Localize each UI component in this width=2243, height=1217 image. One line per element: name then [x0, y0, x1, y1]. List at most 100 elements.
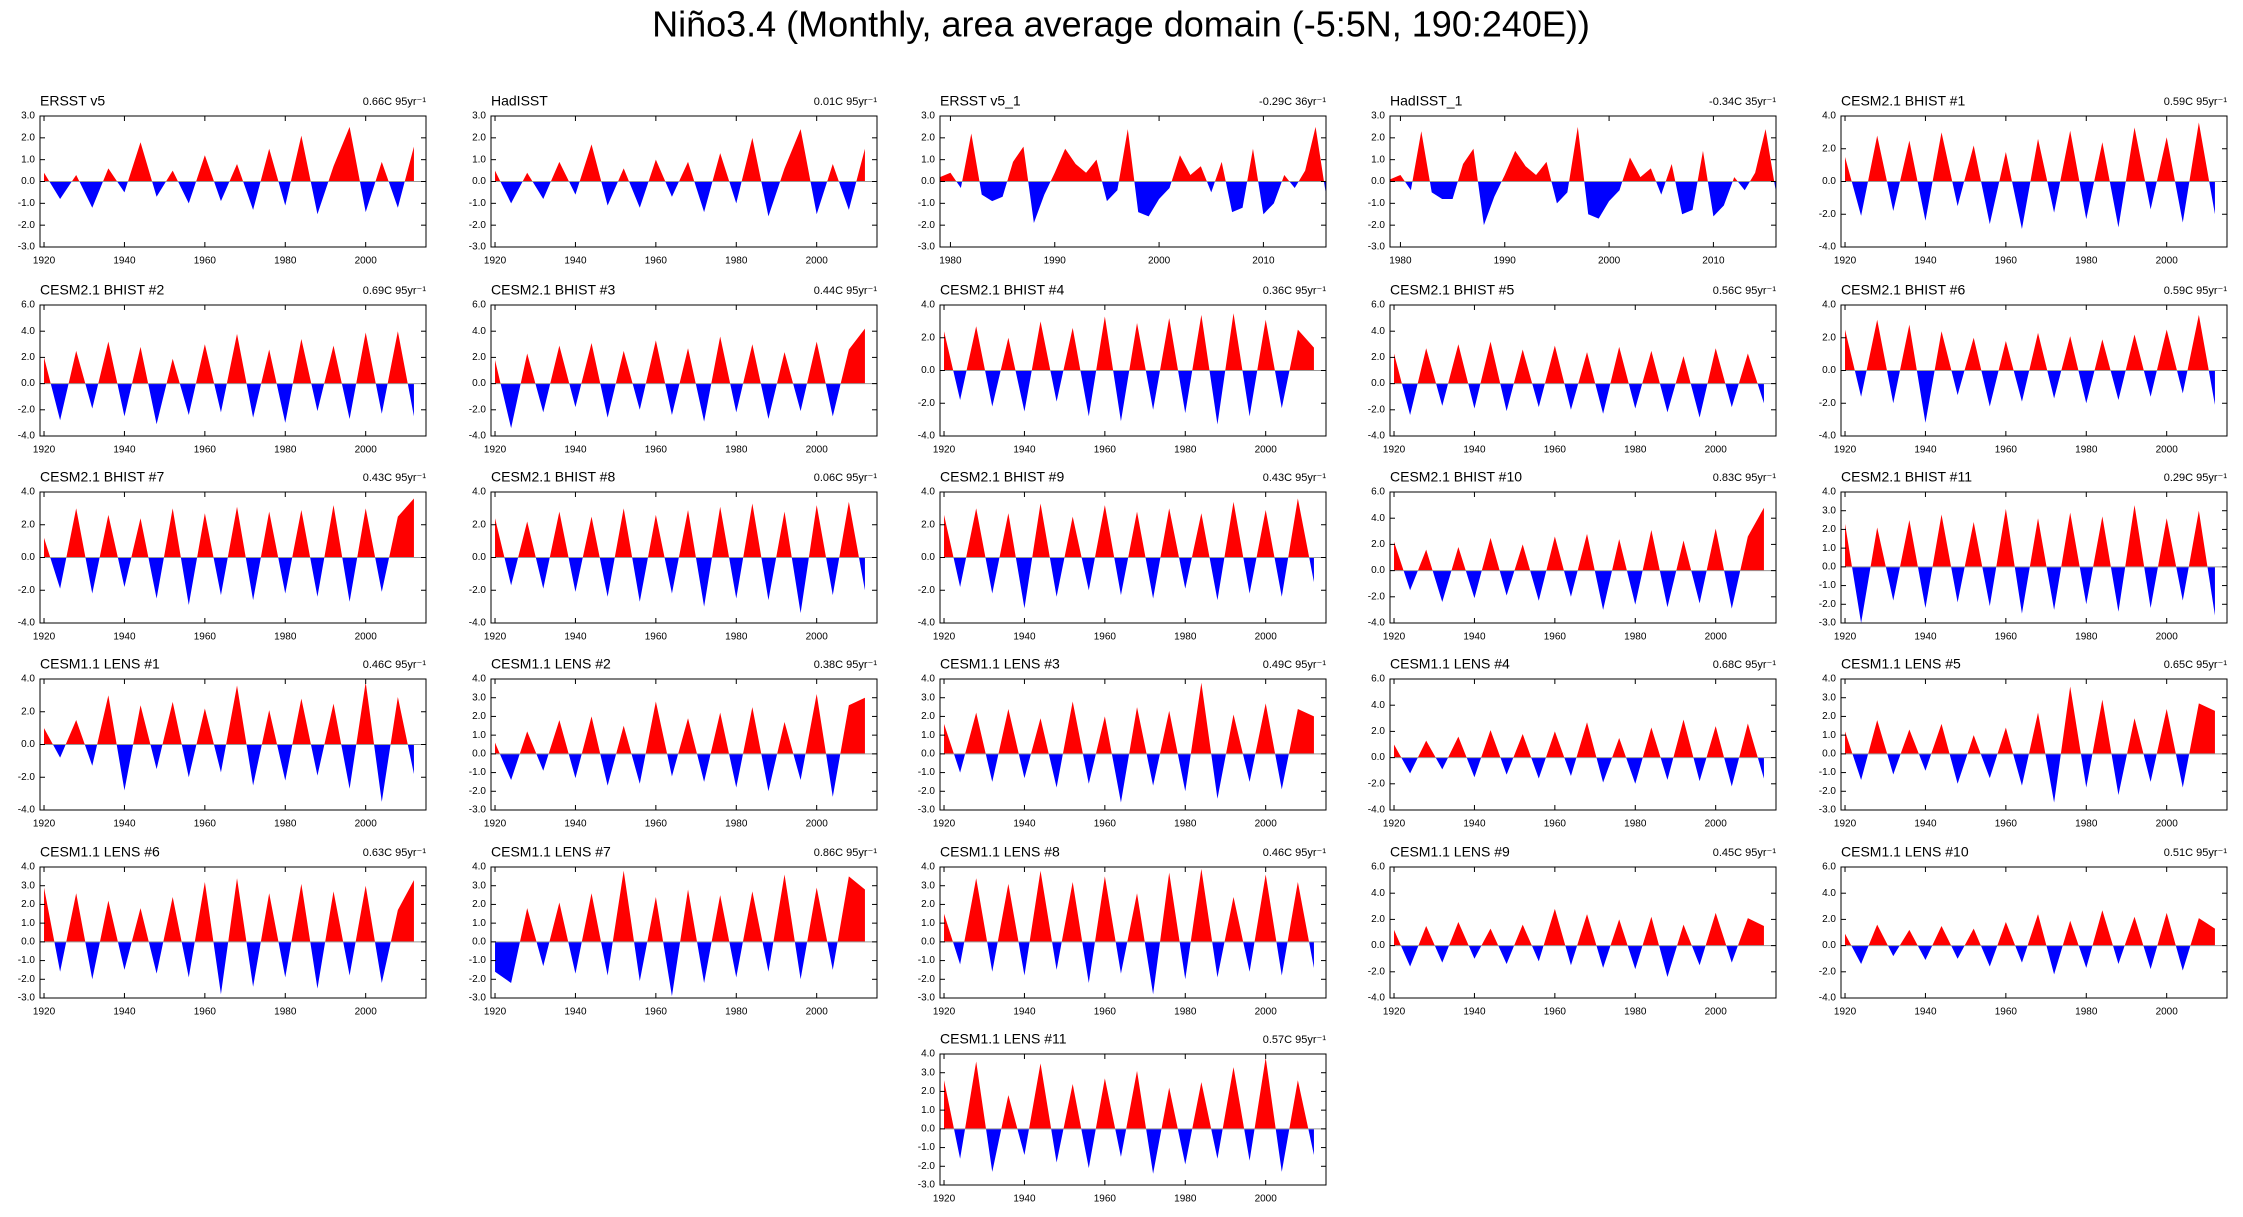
y-tick-label: 0.0: [472, 378, 486, 389]
x-tick-label: 1960: [194, 445, 217, 456]
x-tick-label: 2000: [355, 445, 378, 456]
x-tick-label: 1980: [274, 819, 297, 830]
y-tick-label: -1.0: [918, 198, 936, 209]
y-tick-label: 2.0: [1822, 332, 1836, 343]
y-tick-label: -2.0: [1819, 209, 1837, 220]
x-tick-label: 1980: [1174, 819, 1197, 830]
panel-title: CESM2.1 BHIST #11: [1841, 469, 1972, 485]
y-tick-label: -3.0: [918, 805, 936, 816]
area-below: [952, 941, 1314, 995]
y-tick-label: 0.0: [472, 748, 486, 759]
y-tick-label: -1.0: [918, 955, 936, 966]
y-tick-label: 0.0: [472, 552, 486, 563]
x-tick-label: 1920: [1834, 819, 1857, 830]
y-tick-label: -2.0: [469, 786, 487, 797]
x-tick-label: 1960: [1995, 1007, 2018, 1018]
y-tick-label: 1.0: [921, 918, 935, 929]
y-tick-label: -2.0: [18, 404, 36, 415]
area-below: [944, 1128, 1314, 1174]
x-tick-label: 1980: [725, 819, 748, 830]
y-tick-label: 6.0: [1371, 862, 1385, 873]
x-tick-label: 1940: [1463, 445, 1486, 456]
panel-annotation: 0.01C 95yr⁻¹: [814, 96, 878, 108]
y-tick-label: 4.0: [921, 300, 935, 311]
y-tick-label: 6.0: [1371, 487, 1385, 498]
area-above: [44, 682, 414, 745]
x-tick-label: 1940: [564, 256, 587, 267]
y-tick-label: -2.0: [1368, 220, 1386, 231]
y-tick-label: 3.0: [921, 692, 935, 703]
frame: [1389, 678, 1777, 811]
panel-title: CESM2.1 BHIST #4: [940, 282, 1064, 298]
area-above: [1394, 908, 1764, 946]
panel-title: CESM1.1 LENS #7: [491, 844, 611, 860]
y-tick-label: 0.0: [21, 936, 35, 947]
panel-title: CESM1.1 LENS #8: [940, 844, 1060, 860]
frame: [1840, 678, 2228, 811]
x-tick-label: 2000: [806, 445, 829, 456]
x-tick-label: 1980: [1174, 1007, 1197, 1018]
x-tick-label: 1920: [1383, 1007, 1406, 1018]
x-tick-label: 1980: [274, 256, 297, 267]
y-tick-label: 2.0: [21, 706, 35, 717]
x-tick-label: 1940: [1013, 1007, 1036, 1018]
area-below: [1390, 181, 1776, 226]
y-tick-label: -1.0: [1819, 767, 1837, 778]
panel-annotation: -0.34C 35yr⁻¹: [1709, 96, 1776, 108]
area-below: [1394, 570, 1764, 610]
panel-annotation: 0.45C 95yr⁻¹: [1713, 847, 1777, 859]
y-tick-label: 2.0: [472, 899, 486, 910]
area-above: [940, 126, 1326, 182]
panel-annotation: 0.59C 95yr⁻¹: [2164, 285, 2228, 297]
area-below: [44, 181, 414, 215]
frame: [1389, 491, 1777, 624]
y-tick-label: 4.0: [21, 862, 35, 873]
panel: CESM2.1 BHIST #5 0.56C 95yr⁻¹ -4.0 -2.0 0.0 2…: [1368, 282, 1777, 456]
x-tick-label: 1940: [1013, 819, 1036, 830]
y-tick-label: 6.0: [472, 300, 486, 311]
x-tick-label: 2000: [355, 632, 378, 643]
x-tick-label: 1980: [1174, 445, 1197, 456]
panel-title: ERSST v5: [40, 93, 105, 109]
x-tick-label: 2000: [1255, 632, 1278, 643]
panel: CESM1.1 LENS #10 0.51C 95yr⁻¹ -4.0 -2.0 0.0 2…: [1819, 844, 2228, 1018]
y-tick-label: -4.0: [1368, 431, 1386, 442]
x-tick-label: 1960: [1544, 1007, 1567, 1018]
area-above: [44, 126, 414, 182]
x-tick-label: 2000: [355, 1007, 378, 1018]
area-above: [44, 498, 414, 558]
x-tick-label: 2000: [1705, 632, 1728, 643]
y-tick-label: 4.0: [472, 326, 486, 337]
x-tick-label: 1940: [564, 1007, 587, 1018]
y-tick-label: -1.0: [18, 198, 36, 209]
y-tick-label: 3.0: [1371, 111, 1385, 122]
x-tick-label: 1920: [1834, 256, 1857, 267]
y-tick-label: 2.0: [472, 352, 486, 363]
y-tick-label: 1.0: [21, 154, 35, 165]
x-tick-label: 1960: [1094, 445, 1117, 456]
y-tick-label: -1.0: [469, 198, 487, 209]
frame: [1389, 304, 1777, 437]
panel-title: CESM2.1 BHIST #10: [1390, 469, 1522, 485]
y-tick-label: 2.0: [921, 132, 935, 143]
x-tick-label: 1940: [1914, 445, 1937, 456]
x-tick-label: 1940: [564, 819, 587, 830]
x-tick-label: 1980: [1174, 1194, 1197, 1205]
x-tick-label: 1980: [274, 1007, 297, 1018]
y-tick-label: -1.0: [1368, 198, 1386, 209]
panel-annotation: 0.86C 95yr⁻¹: [814, 847, 878, 859]
y-tick-label: 3.0: [921, 1067, 935, 1078]
y-tick-label: 4.0: [1822, 487, 1836, 498]
panel-annotation: 0.46C 95yr⁻¹: [1263, 847, 1327, 859]
area-above: [495, 501, 865, 558]
area-above: [1394, 507, 1764, 571]
x-tick-label: 1920: [933, 1007, 956, 1018]
y-tick-label: -2.0: [18, 585, 36, 596]
panel-annotation: 0.06C 95yr⁻¹: [814, 472, 878, 484]
y-tick-label: 2.0: [921, 519, 935, 530]
x-tick-label: 1940: [1914, 819, 1937, 830]
frame: [939, 1053, 1327, 1186]
x-tick-label: 1960: [1995, 632, 2018, 643]
x-tick-label: 1980: [939, 256, 962, 267]
y-tick-label: -2.0: [469, 404, 487, 415]
